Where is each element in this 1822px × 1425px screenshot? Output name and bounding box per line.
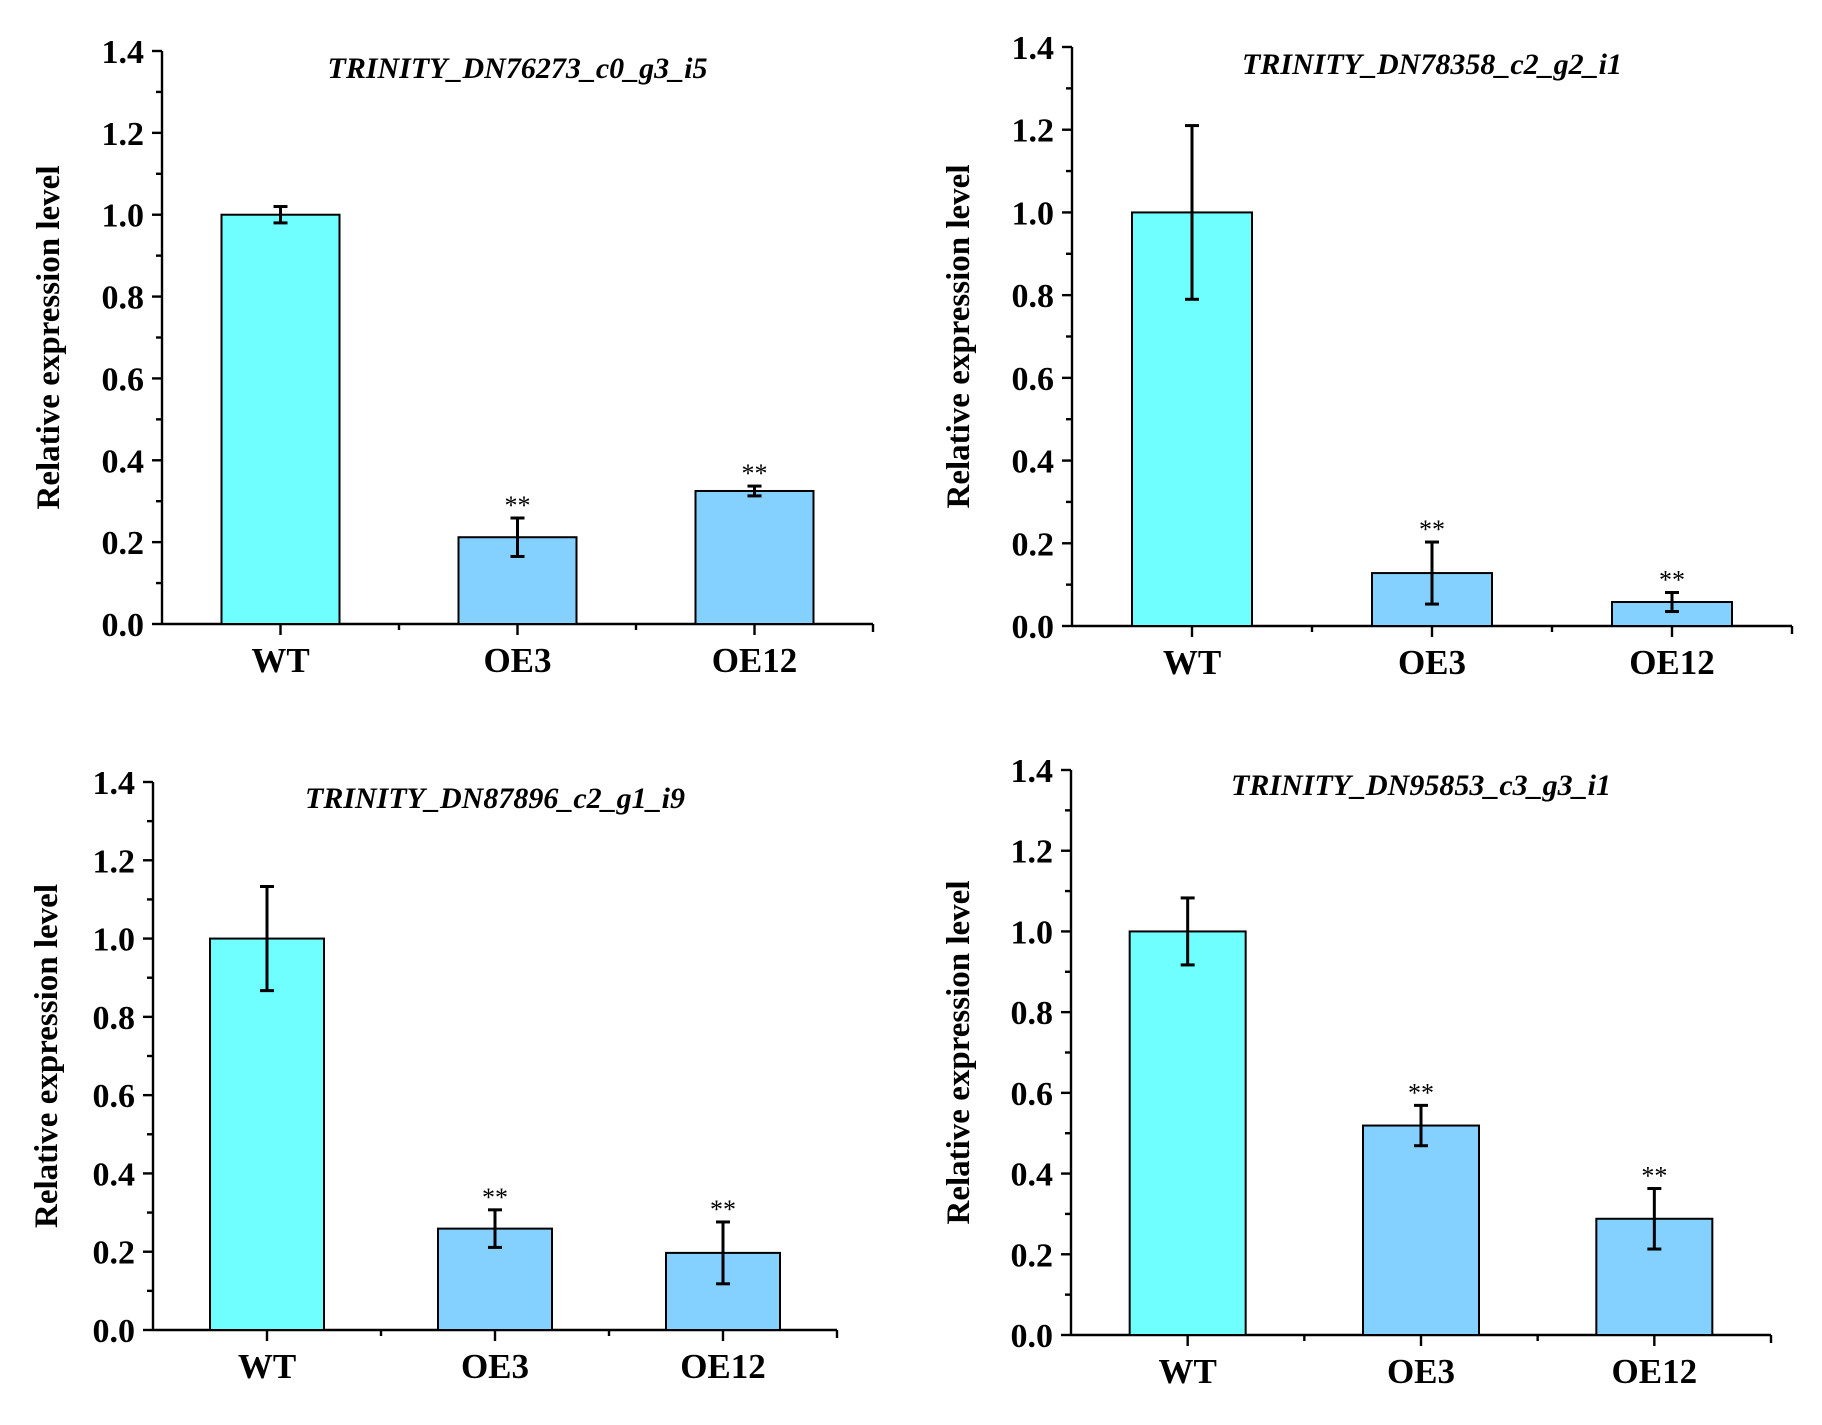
y-tick-label: 0.6	[102, 361, 145, 398]
chart-panel-1: 0.0 0.2 0.4 0.6 0.8 1.0 1.2 1.4 WT OE3 OE12 ** ** TRI…	[31, 34, 875, 680]
significance-mark: **	[1641, 1162, 1667, 1191]
x-category-label: WT	[238, 1347, 296, 1386]
significance-mark: **	[1408, 1078, 1434, 1107]
significance-mark: **	[1419, 515, 1445, 544]
bar-wt	[209, 937, 325, 1331]
y-tick-label: 1.4	[102, 34, 145, 71]
y-tick-label: 0.8	[1011, 995, 1054, 1032]
y-tick-label: 0.2	[1011, 1237, 1054, 1274]
bar-oe12	[694, 489, 815, 625]
y-tick-label: 0.0	[1011, 1318, 1054, 1355]
y-axis-title: Relative expression level	[31, 166, 67, 510]
x-category-label: OE3	[483, 641, 551, 680]
y-axis-title: Relative expression level	[29, 884, 65, 1228]
bar-wt	[1128, 930, 1247, 1337]
y-tick-label: 0.4	[102, 443, 145, 480]
y-axis-title: Relative expression level	[941, 165, 977, 509]
y-tick-label: 1.2	[1012, 113, 1055, 150]
y-tick-label: 0.0	[1012, 609, 1055, 646]
x-category-label: OE12	[1612, 1352, 1698, 1391]
x-category-label: OE3	[1398, 643, 1466, 682]
x-category-label: WT	[251, 641, 309, 680]
y-tick-label: 1.4	[93, 765, 136, 802]
y-tick-label: 0.4	[1012, 444, 1055, 481]
x-category-label: WT	[1158, 1352, 1216, 1391]
x-category-label: WT	[1163, 643, 1221, 682]
y-tick-label: 1.4	[1011, 753, 1054, 790]
panel-title: TRINITY_DN87896_c2_g1_i9	[305, 782, 685, 815]
y-tick-label: 1.0	[1011, 914, 1054, 951]
y-tick-label: 0.4	[93, 1156, 136, 1193]
panel-title: TRINITY_DN78358_c2_g2_i1	[1242, 48, 1622, 81]
y-tick-label: 1.0	[93, 922, 136, 959]
y-tick-label: 0.2	[102, 525, 145, 562]
panel-title: TRINITY_DN95853_c3_g3_i1	[1231, 769, 1611, 802]
y-tick-label: 0.6	[1012, 361, 1055, 398]
x-category-label: OE12	[712, 641, 798, 680]
significance-mark: **	[710, 1195, 736, 1224]
y-tick-label: 0.0	[93, 1313, 136, 1350]
y-tick-label: 1.4	[1012, 30, 1055, 67]
y-tick-label: 0.8	[93, 1000, 136, 1037]
y-tick-label: 0.8	[102, 280, 145, 317]
bar-wt	[220, 213, 341, 625]
chart-panel-3: 0.0 0.2 0.4 0.6 0.8 1.0 1.2 1.4 WT OE3 OE12 ** ** TRI…	[29, 765, 839, 1386]
x-category-label: OE12	[680, 1347, 766, 1386]
y-axis-title: Relative expression level	[941, 881, 977, 1225]
y-tick-label: 0.8	[1012, 278, 1055, 315]
panel-title: TRINITY_DN76273_c0_g3_i5	[328, 52, 708, 85]
chart-panel-4: 0.0 0.2 0.4 0.6 0.8 1.0 1.2 1.4 WT OE3 OE12 ** ** TRI…	[941, 753, 1773, 1391]
x-category-label: OE3	[461, 1347, 529, 1386]
y-tick-label: 1.2	[1011, 834, 1054, 871]
bar-oe3	[1362, 1124, 1480, 1336]
chart-panel-2: 0.0 0.2 0.4 0.6 0.8 1.0 1.2 1.4 WT OE3 OE12 ** ** TRI…	[941, 30, 1794, 682]
y-tick-label: 0.4	[1011, 1157, 1054, 1194]
significance-mark: **	[482, 1183, 508, 1212]
significance-mark: **	[1659, 566, 1685, 595]
x-category-label: OE3	[1387, 1352, 1455, 1391]
y-tick-label: 1.2	[93, 843, 136, 880]
y-tick-label: 0.2	[93, 1235, 136, 1272]
y-tick-label: 0.6	[93, 1078, 136, 1115]
y-tick-label: 1.0	[1012, 195, 1055, 232]
y-tick-label: 0.2	[1012, 526, 1055, 563]
y-tick-label: 0.6	[1011, 1076, 1054, 1113]
y-tick-label: 0.0	[102, 607, 145, 644]
y-tick-label: 1.2	[102, 116, 145, 153]
significance-mark: **	[742, 459, 768, 488]
y-tick-label: 1.0	[102, 198, 145, 235]
significance-mark: **	[505, 491, 531, 520]
x-category-label: OE12	[1629, 643, 1715, 682]
